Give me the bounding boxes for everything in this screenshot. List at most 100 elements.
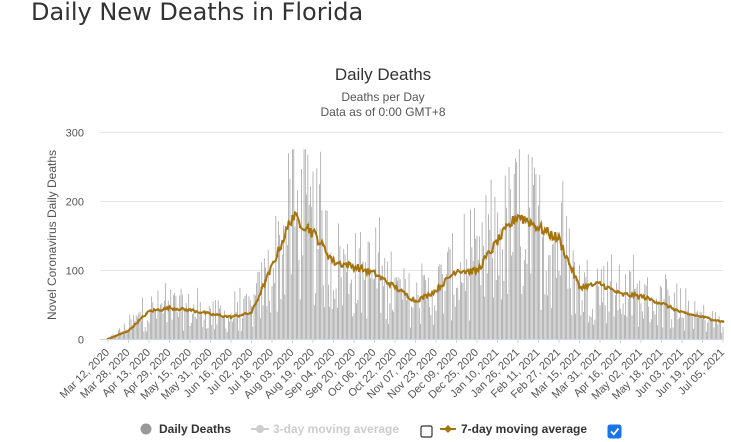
seven-day-average-point (152, 308, 156, 311)
legend-item-daily-deaths[interactable]: Daily Deaths (140, 422, 232, 436)
daily-deaths-bar (321, 210, 323, 339)
seven-day-average-point (606, 285, 609, 288)
daily-deaths-bar (360, 231, 361, 339)
daily-deaths-bar (416, 282, 418, 339)
daily-deaths-bar (167, 300, 169, 339)
daily-deaths-bar (246, 293, 247, 339)
seven-day-average-point (418, 299, 421, 303)
seven-day-average-point (625, 292, 629, 295)
daily-deaths-bar (124, 323, 126, 339)
daily-deaths-bar (567, 288, 569, 339)
daily-deaths-bar (627, 299, 629, 339)
daily-deaths-bar (187, 311, 188, 339)
checkbox-3-day-average[interactable] (420, 425, 433, 438)
daily-deaths-bar (184, 309, 186, 339)
daily-deaths-bar (179, 295, 181, 339)
daily-deaths-bar (410, 327, 411, 339)
seven-day-average-point (456, 269, 460, 272)
daily-deaths-bar (403, 268, 405, 339)
daily-deaths-bar (372, 279, 374, 339)
daily-deaths-bar (155, 309, 156, 339)
daily-deaths-bar (562, 181, 564, 339)
daily-deaths-bar (533, 185, 534, 339)
daily-deaths-bar (415, 299, 416, 339)
y-axis-ticks: 0 100 200 300 (66, 128, 84, 347)
daily-deaths-bar (148, 322, 150, 339)
daily-deaths-bar (543, 229, 544, 339)
daily-deaths-bar (490, 179, 492, 339)
daily-deaths-bar (534, 167, 536, 339)
seven-day-average-point (245, 312, 248, 315)
seven-day-average-point (452, 270, 456, 274)
daily-deaths-bar (254, 295, 256, 339)
daily-deaths-bar (540, 309, 542, 339)
daily-deaths-bar (658, 303, 660, 339)
daily-deaths-bar (316, 168, 318, 339)
daily-deaths-bar (344, 254, 346, 339)
daily-deaths-bar (716, 320, 717, 339)
daily-deaths-bar (620, 308, 621, 339)
daily-deaths-bar (351, 279, 352, 339)
daily-deaths-bar (448, 246, 450, 339)
daily-deaths-bar (581, 300, 583, 339)
daily-deaths-bar (570, 288, 571, 339)
legend-item-7-day-average[interactable]: 7-day moving average (440, 422, 587, 436)
seven-day-average-point (421, 297, 425, 300)
seven-day-average-point (241, 313, 244, 317)
seven-day-average-point (118, 332, 121, 336)
daily-deaths-bar (279, 234, 281, 339)
daily-deaths-bar (529, 207, 530, 339)
seven-day-average-point (640, 295, 644, 299)
daily-deaths-bar (481, 222, 483, 339)
seven-day-average-point (264, 279, 267, 282)
checkbox-7-day-average[interactable] (607, 424, 622, 439)
seven-day-average-point (502, 226, 506, 230)
legend-item-3-day-average[interactable]: 3-day moving average (251, 422, 399, 436)
daily-deaths-bar (538, 205, 539, 339)
daily-deaths-bar (152, 302, 154, 339)
daily-deaths-bar (126, 332, 128, 339)
daily-deaths-bar (357, 299, 359, 339)
daily-deaths-bar (238, 330, 240, 339)
daily-deaths-bar (393, 311, 395, 339)
daily-deaths-bar (123, 331, 124, 339)
seven-day-average-point (521, 221, 525, 224)
daily-deaths-bar (527, 154, 529, 339)
daily-deaths-bar (472, 261, 474, 339)
seven-day-average-point (656, 302, 659, 305)
chart-data-timestamp: Data as of 0:00 GMT+8 (320, 105, 445, 119)
daily-deaths-bar (197, 287, 199, 339)
daily-deaths-bar (694, 300, 696, 339)
daily-deaths-bar (210, 308, 211, 339)
seven-day-average-point (383, 277, 387, 281)
daily-deaths-bar (248, 296, 250, 339)
daily-deaths-bar (530, 273, 532, 339)
daily-deaths-bar (681, 317, 683, 339)
seven-day-average-point (690, 313, 694, 317)
seven-day-average-point (214, 313, 217, 317)
daily-deaths-bar (524, 260, 525, 339)
daily-deaths-bar (563, 249, 565, 339)
seven-day-average-point (218, 313, 221, 317)
daily-deaths-bar (319, 184, 320, 339)
daily-deaths-bar (307, 154, 309, 339)
daily-deaths-bar (686, 310, 688, 339)
daily-deaths-bar (495, 280, 497, 339)
daily-deaths-bar (667, 289, 669, 339)
daily-deaths-bar (508, 167, 510, 339)
daily-deaths-bar (220, 305, 222, 339)
seven-day-average-point (321, 243, 325, 247)
seven-day-average-point (448, 275, 452, 279)
daily-deaths-bar (424, 275, 425, 339)
daily-deaths-bar (301, 169, 302, 339)
daily-deaths-bar (561, 202, 562, 339)
seven-day-average-point (529, 219, 533, 223)
daily-deaths-bar (258, 271, 260, 339)
seven-day-average-point (444, 276, 448, 280)
daily-deaths-bar (486, 273, 488, 339)
daily-deaths-bar (129, 314, 131, 339)
daily-deaths-bar (606, 323, 607, 339)
daily-deaths-bar (295, 218, 297, 339)
daily-deaths-bar (172, 295, 174, 339)
daily-deaths-bar (720, 321, 721, 339)
